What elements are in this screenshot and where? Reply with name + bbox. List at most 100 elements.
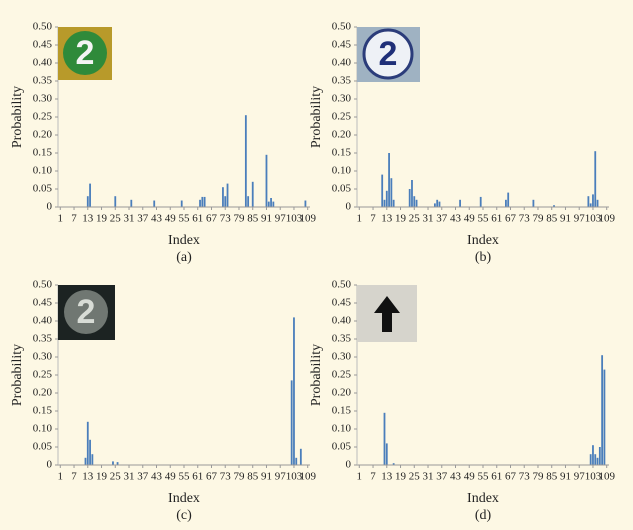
x-tick-label: 73 (220, 471, 232, 483)
x-tick-label: 7 (370, 213, 376, 225)
y-tick-label: 0.05 (33, 441, 53, 453)
x-tick-label: 67 (505, 213, 517, 225)
bar (299, 448, 302, 465)
x-tick-label: 91 (261, 471, 272, 483)
x-tick-label: 43 (450, 471, 462, 483)
bar (598, 447, 601, 465)
inset-disc (63, 31, 107, 75)
bar (479, 196, 482, 207)
y-tick-label: 0.45 (33, 39, 53, 51)
x-tick-label: 73 (519, 213, 531, 225)
y-tick-label: 0.50 (332, 279, 352, 291)
x-tick-label: 25 (110, 471, 122, 483)
y-tick-label: 0.35 (332, 75, 352, 87)
bar (114, 196, 117, 207)
y-tick-label: 0.40 (33, 315, 53, 327)
x-tick-label: 43 (151, 471, 163, 483)
bar (505, 199, 507, 207)
inset-image: 2 (58, 285, 115, 340)
x-axis-label: Index (467, 233, 499, 248)
bar (594, 151, 597, 207)
x-tick-label: 85 (247, 213, 259, 225)
y-tick-label: 0.15 (33, 147, 53, 159)
y-axis-label: Probability (309, 344, 324, 406)
bar (247, 196, 250, 207)
x-tick-label: 109 (299, 213, 316, 225)
inset-text: 2 (76, 34, 95, 72)
x-tick-label: 109 (598, 213, 615, 225)
x-tick-label: 19 (395, 213, 407, 225)
y-tick-label: 0.30 (33, 93, 53, 105)
x-tick-label: 55 (179, 471, 191, 483)
y-tick-label: 0.25 (33, 111, 53, 123)
bar (224, 196, 227, 207)
y-tick-label: 0 (47, 459, 53, 471)
inset-disc (362, 28, 414, 80)
y-axis-label: Probability (10, 344, 25, 406)
x-tick-label: 25 (409, 471, 421, 483)
caption: (a) (176, 250, 192, 265)
x-tick-label: 31 (423, 471, 434, 483)
x-tick-label: 73 (519, 471, 531, 483)
y-tick-label: 0.30 (332, 351, 352, 363)
y-tick-label: 0.15 (332, 147, 352, 159)
y-tick-label: 0 (346, 201, 352, 213)
y-tick-label: 0.25 (33, 369, 53, 381)
y-tick-label: 0.30 (33, 351, 53, 363)
x-tick-label: 91 (560, 471, 571, 483)
bar (112, 461, 114, 465)
bar (601, 355, 604, 465)
inset-image: 2 (58, 27, 112, 80)
x-tick-label: 103 (585, 471, 602, 483)
bar (116, 462, 119, 465)
bar (413, 196, 416, 207)
bar (153, 200, 156, 207)
x-tick-label: 61 (491, 213, 502, 225)
y-tick-label: 0.30 (332, 93, 352, 105)
x-tick-label: 67 (206, 471, 218, 483)
x-tick-label: 7 (370, 471, 376, 483)
x-tick-label: 31 (124, 213, 135, 225)
x-tick-label: 67 (505, 471, 517, 483)
y-tick-label: 0.05 (332, 441, 352, 453)
bar (86, 196, 89, 207)
bar (91, 454, 94, 465)
y-axis-label: Probability (10, 86, 25, 148)
y-tick-label: 0.45 (332, 39, 352, 51)
x-tick-label: 103 (286, 213, 303, 225)
bar (589, 203, 592, 207)
x-tick-label: 19 (96, 471, 108, 483)
y-tick-label: 0.45 (33, 297, 53, 309)
inset-arrow (374, 296, 400, 332)
y-tick-label: 0.10 (332, 165, 352, 177)
x-axis-label: Index (467, 491, 499, 506)
y-tick-label: 0.05 (33, 183, 53, 195)
bar (392, 463, 395, 465)
bar (383, 412, 386, 465)
x-axis-label: Index (168, 233, 200, 248)
x-tick-label: 49 (165, 471, 177, 483)
x-tick-label: 37 (436, 213, 448, 225)
y-tick-label: 0.40 (332, 57, 352, 69)
bar (290, 380, 293, 465)
bar (507, 192, 510, 207)
bar (438, 201, 441, 207)
x-tick-label: 49 (464, 471, 476, 483)
bar (226, 183, 229, 207)
y-tick-label: 0.10 (33, 165, 53, 177)
x-tick-label: 55 (478, 213, 490, 225)
x-tick-label: 13 (82, 213, 94, 225)
y-tick-label: 0.05 (332, 183, 352, 195)
bar (408, 189, 411, 207)
x-tick-label: 79 (233, 213, 245, 225)
bar (589, 454, 592, 465)
caption: (c) (176, 508, 192, 523)
x-tick-label: 19 (395, 471, 407, 483)
bar (385, 190, 388, 207)
bar (89, 183, 91, 207)
bar (203, 196, 206, 207)
x-tick-label: 79 (532, 471, 544, 483)
x-tick-label: 13 (82, 471, 94, 483)
x-tick-label: 97 (275, 471, 287, 483)
